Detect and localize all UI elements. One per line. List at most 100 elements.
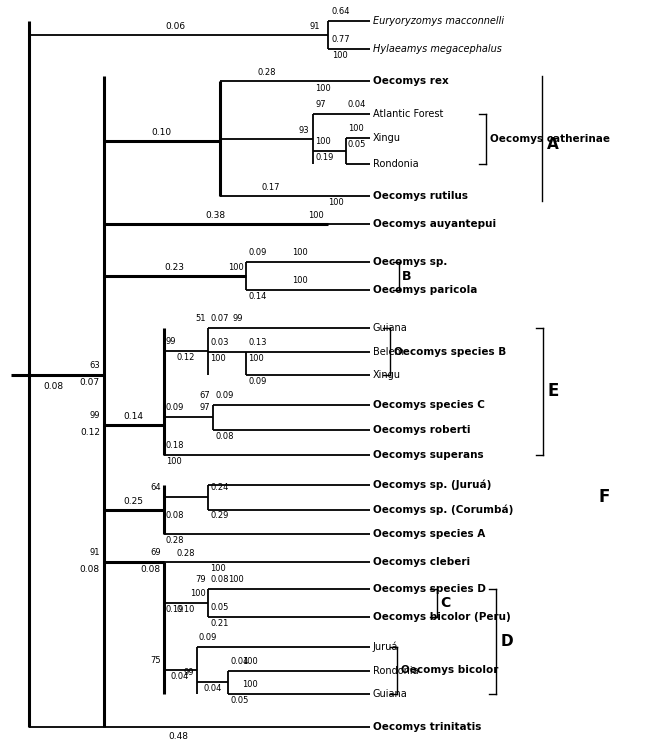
Text: 100: 100 [328,198,344,207]
Text: 0.28: 0.28 [177,549,195,558]
Text: 0.08: 0.08 [165,511,184,520]
Text: 100: 100 [249,354,264,363]
Text: 0.07: 0.07 [80,378,100,387]
Text: 0.19: 0.19 [315,153,334,162]
Text: Euryoryzomys macconnelli: Euryoryzomys macconnelli [373,17,504,26]
Text: Oecomys rutilus: Oecomys rutilus [373,191,468,201]
Text: 0.48: 0.48 [169,732,189,741]
Text: 0.28: 0.28 [165,536,184,545]
Text: 0.21: 0.21 [210,619,229,628]
Text: 67: 67 [200,391,210,400]
Text: Atlantic Forest: Atlantic Forest [373,109,443,119]
Text: 0.38: 0.38 [205,211,226,220]
Text: 0.07: 0.07 [210,314,229,323]
Text: 0.09: 0.09 [199,633,217,642]
Text: Oecomys superans: Oecomys superans [373,450,484,459]
Text: 91: 91 [90,548,100,557]
Text: 0.12: 0.12 [80,428,100,437]
Text: Oecomys sp. (Corumbá): Oecomys sp. (Corumbá) [373,505,513,515]
Text: 0.04: 0.04 [230,657,249,666]
Text: 100: 100 [210,564,227,573]
Text: 0.25: 0.25 [124,496,144,505]
Text: 100: 100 [292,276,308,285]
Text: 0.09: 0.09 [249,248,267,257]
Text: Belem: Belem [373,347,404,357]
Text: C: C [441,596,451,610]
Text: Oecomys bicolor (Peru): Oecomys bicolor (Peru) [373,612,511,622]
Text: 0.19: 0.19 [165,605,184,614]
Text: 0.06: 0.06 [165,23,186,32]
Text: 0.24: 0.24 [210,483,229,492]
Text: 0.28: 0.28 [257,68,275,77]
Text: Xingu: Xingu [373,133,401,143]
Text: Guiana: Guiana [373,323,408,333]
Text: 0.08: 0.08 [80,566,100,575]
Text: Oecomys bicolor: Oecomys bicolor [400,666,498,675]
Text: A: A [547,138,559,153]
Text: 100: 100 [315,137,331,146]
Text: Rondonia: Rondonia [373,159,419,168]
Text: Oecomys sp. (Juruá): Oecomys sp. (Juruá) [373,479,491,490]
Text: 0.14: 0.14 [124,412,144,421]
Text: 100: 100 [165,456,182,465]
Text: 99: 99 [165,337,176,346]
Text: 0.13: 0.13 [249,338,267,347]
Text: 0.09: 0.09 [215,391,234,400]
Text: 91: 91 [310,23,320,32]
Text: 0.04: 0.04 [348,100,366,109]
Text: Oecomys auyantepui: Oecomys auyantepui [373,219,496,229]
Text: 0.10: 0.10 [177,605,195,614]
Text: Oecomys species D: Oecomys species D [373,584,485,594]
Text: 0.23: 0.23 [165,263,185,272]
Text: 100: 100 [190,589,206,598]
Text: 51: 51 [195,314,206,323]
Text: 0.05: 0.05 [210,603,229,612]
Text: Juruá: Juruá [373,641,398,652]
Text: 100: 100 [243,680,258,689]
Text: 0.08: 0.08 [141,566,161,575]
Text: 0.64: 0.64 [332,8,350,17]
Text: E: E [547,383,558,401]
Text: Oecomys rex: Oecomys rex [373,76,448,86]
Text: Oecomys catherinae: Oecomys catherinae [490,134,610,144]
Text: Hylaeamys megacephalus: Hylaeamys megacephalus [373,44,502,54]
Text: 100: 100 [210,354,227,363]
Text: 69: 69 [150,548,161,557]
Text: 100: 100 [243,657,258,666]
Text: Rondonia: Rondonia [373,666,419,676]
Text: Oecomys paricola: Oecomys paricola [373,285,477,296]
Text: 0.05: 0.05 [230,696,249,705]
Text: 97: 97 [315,100,326,109]
Text: 0.18: 0.18 [165,441,184,450]
Text: 99: 99 [183,668,193,677]
Text: 100: 100 [308,211,324,220]
Text: 0.08: 0.08 [43,382,63,391]
Text: Oecomys species A: Oecomys species A [373,529,485,539]
Text: 100: 100 [332,51,348,60]
Text: 0.10: 0.10 [152,128,172,137]
Text: 0.08: 0.08 [215,432,234,441]
Text: Oecomys trinitatis: Oecomys trinitatis [373,722,481,732]
Text: Oecomys roberti: Oecomys roberti [373,425,471,435]
Text: 79: 79 [195,575,206,584]
Text: 97: 97 [200,403,210,412]
Text: Oecomys species C: Oecomys species C [373,400,485,410]
Text: 63: 63 [89,361,100,370]
Text: 100: 100 [348,124,363,133]
Text: 0.09: 0.09 [249,377,267,386]
Text: 99: 99 [233,314,243,323]
Text: 100: 100 [292,248,308,257]
Text: 0.04: 0.04 [203,684,222,693]
Text: Oecomys cleberi: Oecomys cleberi [373,557,470,567]
Text: 93: 93 [299,126,309,135]
Text: 100: 100 [228,575,243,584]
Text: 0.17: 0.17 [262,183,280,192]
Text: 0.77: 0.77 [332,35,350,44]
Text: 0.14: 0.14 [249,293,267,302]
Text: D: D [500,634,513,649]
Text: 0.12: 0.12 [177,353,195,362]
Text: 99: 99 [90,411,100,420]
Text: 0.03: 0.03 [210,338,229,347]
Text: F: F [599,488,610,506]
Text: Xingu: Xingu [373,370,401,380]
